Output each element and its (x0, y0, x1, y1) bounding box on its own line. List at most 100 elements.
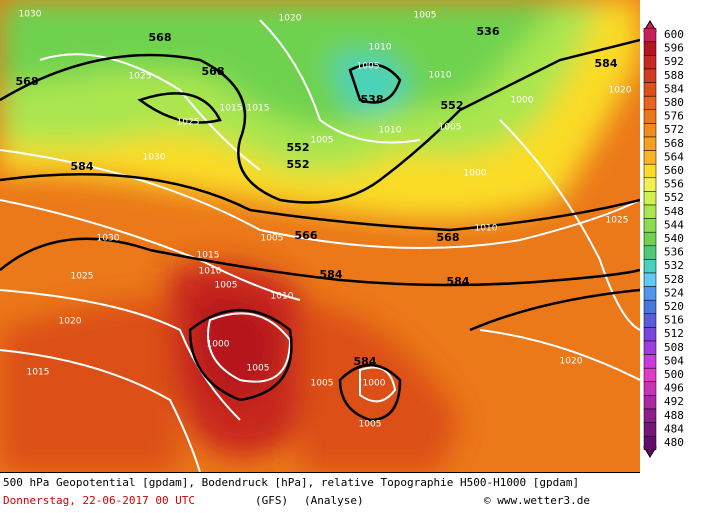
pressure-label: 1015 (197, 251, 220, 261)
pressure-label: 1020 (560, 357, 583, 367)
colorbar-swatch (643, 27, 657, 43)
colorbar-swatch (643, 95, 657, 111)
colorbar-label: 544 (664, 218, 684, 231)
colorbar-swatch (643, 340, 657, 355)
height-contours (0, 38, 640, 422)
colorbar-label: 548 (664, 205, 684, 218)
colorbar-swatch (643, 191, 657, 206)
colorbar-swatch (643, 354, 657, 369)
footer-analysis: (Analyse) (304, 494, 364, 507)
colorbar-label: 500 (664, 368, 684, 381)
height-label: 552 (441, 99, 464, 112)
colorbar-label: 600 (664, 28, 684, 41)
colorbar-swatch (643, 327, 657, 342)
colorbar-label: 584 (664, 82, 684, 95)
pressure-label: 1030 (19, 10, 42, 20)
pressure-label: 1010 (475, 224, 498, 234)
colorbar-label: 556 (664, 178, 684, 191)
pressure-label: 1005 (359, 420, 382, 430)
footer-model: (GFS) (255, 494, 288, 507)
colorbar-swatch (643, 150, 657, 165)
pressure-label: 1015 (27, 368, 50, 378)
height-label: 552 (287, 158, 310, 171)
colorbar-label: 524 (664, 286, 684, 299)
pressure-label: 1010 (429, 71, 452, 81)
colorbar-label: 572 (664, 123, 684, 136)
colorbar-label: 552 (664, 191, 684, 204)
colorbar-swatch (643, 313, 657, 328)
colorbar-swatch (643, 41, 657, 56)
footer-date: Donnerstag, 22-06-2017 00 UTC (3, 494, 195, 507)
colorbar-label: 532 (664, 259, 684, 272)
colorbar-swatch (643, 381, 657, 396)
colorbar-label: 592 (664, 55, 684, 68)
colorbar-label: 520 (664, 300, 684, 313)
colorbar-swatch (643, 245, 657, 260)
pressure-label: 1005 (311, 379, 334, 389)
pressure-label: 1025 (129, 72, 152, 82)
colorbar-swatch (643, 82, 657, 97)
colorbar-label: 540 (664, 232, 684, 245)
colorbar-label: 596 (664, 42, 684, 55)
colorbar-label: 560 (664, 164, 684, 177)
pressure-label: 1010 (369, 43, 392, 53)
height-label: 584 (447, 275, 470, 288)
colorbar-swatch (643, 204, 657, 219)
colorbar-label: 508 (664, 341, 684, 354)
colorbar-label: 568 (664, 137, 684, 150)
height-label: 568 (437, 231, 460, 244)
height-label: 552 (287, 141, 310, 154)
pressure-label: 1025 (177, 118, 200, 128)
pressure-label: 1020 (59, 317, 82, 327)
colorbar-swatch (643, 286, 657, 301)
colorbar-label: 528 (664, 273, 684, 286)
colorbar-label: 588 (664, 69, 684, 82)
pressure-label: 1010 (199, 267, 222, 277)
pressure-label: 1010 (379, 126, 402, 136)
height-label: 584 (71, 160, 94, 173)
height-label: 568 (202, 65, 225, 78)
height-label: 568 (149, 31, 172, 44)
colorbar-label: 480 (664, 436, 684, 449)
colorbar-swatch (643, 163, 657, 179)
pressure-label: 1030 (143, 153, 166, 163)
pressure-label: 1010 (271, 292, 294, 302)
pressure-label: 1000 (207, 340, 230, 350)
pressure-label: 1005 (439, 123, 462, 133)
colorbar-swatch (643, 231, 657, 247)
colorbar-label: 564 (664, 150, 684, 163)
colorbar-swatch (643, 259, 657, 274)
colorbar-label: 536 (664, 246, 684, 259)
colorbar-label: 576 (664, 110, 684, 123)
pressure-label: 1025 (606, 216, 629, 226)
pressure-label: 1005 (215, 281, 238, 291)
pressure-label: 1015 (220, 104, 243, 114)
pressure-label: 1005 (311, 136, 334, 146)
colorbar-swatch (643, 272, 657, 287)
footer-line1: 500 hPa Geopotential [gpdam], Bodendruck… (3, 476, 579, 489)
colorbar-swatch (643, 68, 657, 83)
footer-bg (0, 472, 640, 513)
height-label: 536 (477, 25, 500, 38)
labels: 568 568 568 538 552 552 552 584 584 566 568 584 584 5… (16, 10, 632, 430)
pressure-label: 1000 (363, 379, 386, 389)
colorbar-swatch (643, 55, 657, 70)
pressure-label: 1005 (247, 364, 270, 374)
pressure-label: 1020 (279, 14, 302, 24)
colorbar-swatch (643, 422, 657, 437)
colorbar-swatch (643, 395, 657, 410)
colorbar-swatch (643, 299, 657, 315)
height-label: 584 (595, 57, 618, 70)
colorbar-swatch (643, 109, 657, 124)
isobars (0, 19, 640, 472)
pressure-label: 1000 (511, 96, 534, 106)
colorbar-label: 492 (664, 395, 684, 408)
colorbar-label: 496 (664, 382, 684, 395)
colorbar: 6005965925885845805765725685645605565525… (643, 20, 684, 458)
pressure-label: 1005 (414, 11, 437, 21)
colorbar-swatch (643, 218, 657, 233)
colorbar-label: 504 (664, 354, 684, 367)
colorbar-label: 488 (664, 409, 684, 422)
pressure-label: 1015 (247, 104, 270, 114)
pressure-label: 1005 (261, 234, 284, 244)
